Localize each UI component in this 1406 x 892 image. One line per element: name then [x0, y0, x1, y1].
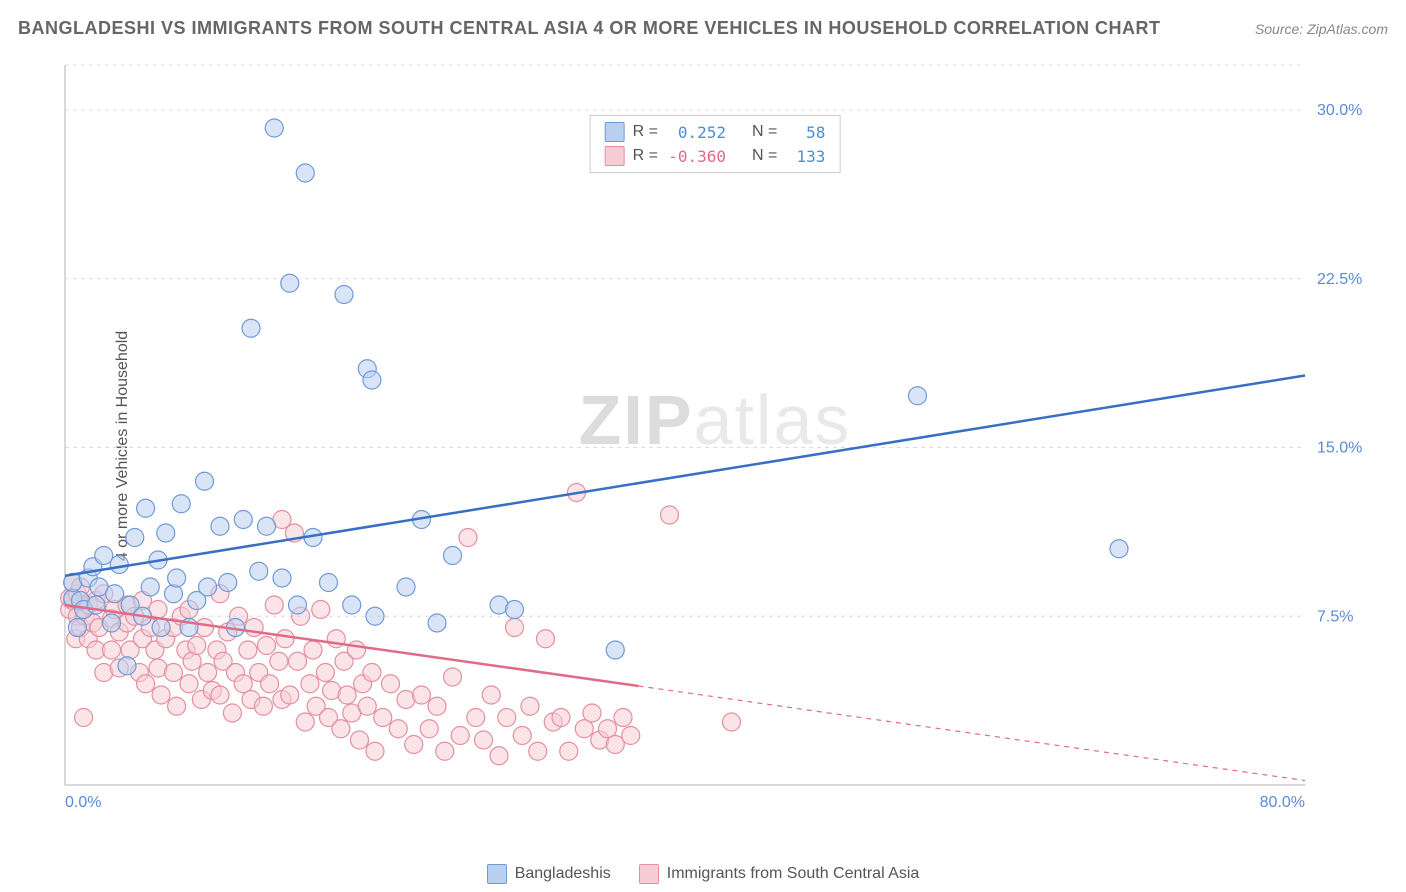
- r-value: 0.252: [666, 123, 726, 142]
- legend-swatch: [487, 864, 507, 884]
- legend-swatch: [605, 146, 625, 166]
- legend-swatch: [605, 122, 625, 142]
- n-label: N =: [752, 147, 777, 165]
- plot-area: 7.5%15.0%22.5%30.0%0.0%80.0% ZIPatlas R …: [55, 55, 1375, 815]
- legend-label: Immigrants from South Central Asia: [667, 865, 920, 883]
- n-value: 133: [785, 147, 825, 166]
- legend-row: R = -0.360 N = 133: [605, 144, 826, 168]
- svg-text:15.0%: 15.0%: [1317, 440, 1362, 457]
- svg-text:30.0%: 30.0%: [1317, 102, 1362, 119]
- source-label: Source: ZipAtlas.com: [1255, 21, 1388, 37]
- series-legend: Bangladeshis Immigrants from South Centra…: [0, 864, 1406, 884]
- r-label: R =: [633, 147, 658, 165]
- svg-text:80.0%: 80.0%: [1260, 794, 1305, 811]
- n-label: N =: [752, 123, 777, 141]
- legend-label: Bangladeshis: [515, 865, 611, 883]
- legend-item: Immigrants from South Central Asia: [639, 864, 920, 884]
- svg-text:0.0%: 0.0%: [65, 794, 101, 811]
- r-label: R =: [633, 123, 658, 141]
- n-value: 58: [785, 123, 825, 142]
- legend-row: R = 0.252 N = 58: [605, 120, 826, 144]
- svg-text:22.5%: 22.5%: [1317, 271, 1362, 288]
- legend-swatch: [639, 864, 659, 884]
- legend-item: Bangladeshis: [487, 864, 611, 884]
- chart-title: BANGLADESHI VS IMMIGRANTS FROM SOUTH CEN…: [18, 18, 1161, 39]
- svg-text:7.5%: 7.5%: [1317, 608, 1353, 625]
- r-value: -0.360: [666, 147, 726, 166]
- correlation-legend: R = 0.252 N = 58 R = -0.360 N = 133: [590, 115, 841, 173]
